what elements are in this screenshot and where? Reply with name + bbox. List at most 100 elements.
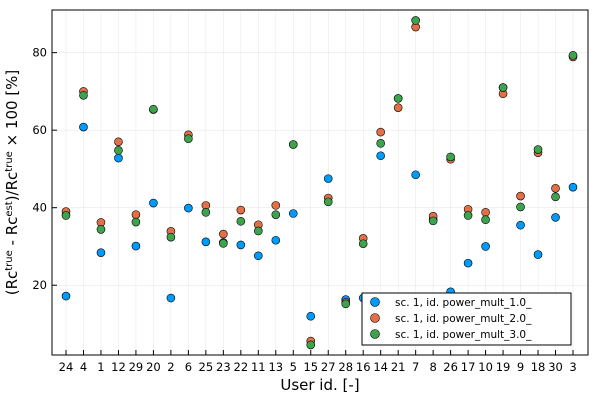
data-point	[131, 217, 141, 227]
data-point	[323, 174, 333, 183]
data-point	[411, 170, 420, 180]
data-point	[393, 94, 403, 103]
y-tick-label: 40	[32, 201, 47, 215]
data-point	[288, 209, 298, 218]
data-point	[516, 220, 525, 230]
x-tick-label: 9	[517, 360, 524, 374]
data-point	[568, 182, 578, 192]
data-point	[271, 235, 281, 245]
data-point	[236, 240, 246, 250]
x-tick-label: 25	[199, 360, 214, 374]
data-point	[306, 311, 316, 321]
legend-item: sc. 1, id. power_mult_2.0_	[370, 313, 532, 325]
data-point	[498, 83, 508, 92]
data-point	[201, 237, 211, 247]
x-tick-label: 29	[129, 360, 144, 374]
x-axis-title: User id. [-]	[280, 376, 359, 394]
data-point	[184, 134, 193, 143]
data-point	[481, 215, 490, 225]
y-axis-title: (Rctrue - Rcest)/Rctrue × 100 [%]	[3, 70, 21, 296]
x-tick-label: 6	[185, 360, 192, 374]
data-point	[288, 140, 298, 149]
data-point	[551, 213, 560, 222]
data-point	[236, 205, 246, 215]
legend-item: sc. 1, id. power_mult_3.0_	[370, 329, 532, 341]
x-tick-label: 15	[303, 360, 318, 374]
x-tick-label: 13	[268, 360, 283, 374]
data-point	[428, 216, 438, 226]
y-ticks: 20 40 60 80	[32, 46, 57, 292]
data-point	[96, 225, 106, 234]
series-1	[61, 83, 578, 321]
legend-label: sc. 1, id. power_mult_2.0_	[395, 313, 532, 325]
x-tick-label: 19	[496, 360, 511, 374]
x-tick-label: 3	[569, 360, 576, 374]
x-tick-label: 24	[59, 360, 74, 374]
x-tick-label: 5	[290, 360, 297, 374]
data-point	[149, 104, 158, 114]
points	[61, 16, 578, 350]
data-point	[446, 152, 455, 162]
x-tick-label: 17	[461, 360, 476, 374]
data-point	[114, 153, 123, 163]
data-point	[61, 211, 71, 220]
data-point	[114, 137, 123, 147]
data-point	[96, 248, 106, 257]
data-point	[79, 90, 88, 100]
data-point	[463, 211, 473, 220]
x-tick-label: 14	[373, 360, 388, 374]
data-point	[376, 151, 385, 161]
x-tick-label: 20	[146, 360, 161, 374]
x-tick-label: 23	[216, 360, 231, 374]
data-point	[219, 239, 228, 248]
data-point	[551, 192, 560, 202]
x-tick-label: 2	[167, 360, 174, 374]
x-tick-label: 21	[391, 360, 406, 374]
legend-box	[361, 292, 572, 346]
data-point	[254, 251, 263, 261]
data-point	[323, 197, 333, 207]
legend-item: sc. 1, id. power_mult_1.0_	[370, 297, 532, 309]
data-point	[166, 293, 176, 303]
data-point	[271, 210, 281, 219]
plot-area-frame	[51, 9, 589, 356]
x-tick-label: 27	[321, 360, 336, 374]
data-point	[79, 122, 88, 132]
data-point	[568, 51, 578, 60]
data-point	[376, 127, 385, 137]
x-tick-label: 1	[97, 360, 104, 374]
data-point	[306, 340, 316, 350]
y-tick-label: 60	[32, 123, 47, 137]
data-point	[516, 191, 525, 201]
data-point	[201, 208, 211, 217]
data-point	[184, 203, 193, 213]
data-point	[463, 258, 473, 268]
x-tick-label: 30	[548, 360, 563, 374]
data-point	[341, 299, 351, 309]
x-tick-label: 10	[478, 360, 493, 374]
data-point	[533, 250, 543, 259]
data-point	[481, 242, 490, 251]
data-point	[481, 208, 490, 217]
x-tick-label: 18	[531, 360, 546, 374]
x-ticks: 24 4 1 12 29 20 2 6 25 23 22 11 13 5 15 27 28 16 14 21 7 8 26 1…	[59, 350, 577, 374]
x-tick-label: 26	[443, 360, 458, 374]
data-point	[271, 201, 281, 210]
data-point	[516, 202, 525, 212]
data-point	[551, 184, 560, 193]
data-point	[393, 103, 403, 112]
data-point	[114, 146, 123, 155]
data-point	[254, 226, 263, 236]
x-tick-label: 8	[429, 360, 436, 374]
x-tick-label: 22	[234, 360, 249, 374]
data-point	[533, 145, 543, 154]
legend-label: sc. 1, id. power_mult_1.0_	[395, 297, 532, 309]
legend-marker	[370, 313, 380, 323]
legend-marker	[370, 297, 380, 307]
data-point	[61, 291, 71, 301]
data-point	[131, 210, 141, 219]
x-tick-label: 11	[251, 360, 266, 374]
legend-marker	[370, 329, 380, 339]
data-point	[149, 198, 158, 208]
